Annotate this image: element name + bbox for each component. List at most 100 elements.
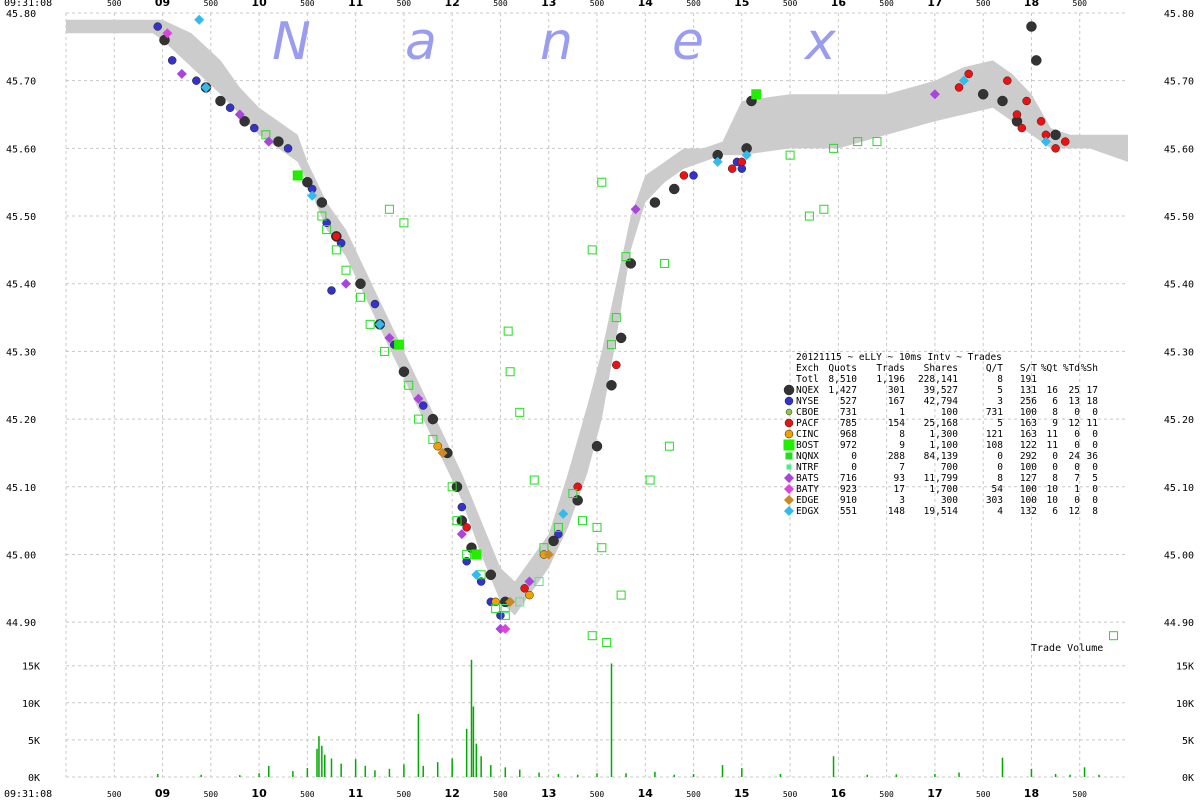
y-tick-label-left: 45.30: [6, 347, 36, 358]
volume-bar: [465, 728, 468, 777]
legend-row-cell: 9: [1052, 418, 1058, 429]
y-tick-label-right: 44.90: [1164, 618, 1194, 629]
legend-row-cell: 8: [997, 473, 1003, 484]
x-hour-label: 16: [831, 787, 847, 800]
volume-bar: [1083, 767, 1086, 777]
trade-mark-nqnx: [872, 137, 882, 147]
legend-row-name: BATS: [796, 473, 819, 484]
trade-mark-pacf: [1003, 76, 1012, 85]
volume-bar: [866, 774, 869, 777]
trade-mark-bats: [234, 109, 245, 120]
legend-row-cell: 0: [1052, 451, 1058, 462]
legend-header-cell: Shares: [924, 363, 958, 374]
trade-mark-pacf: [964, 69, 973, 79]
trade-mark-nqnx: [819, 204, 829, 214]
volume-bar: [490, 765, 492, 777]
trade-mark-pacf: [1022, 96, 1031, 106]
trade-mark-edge: [505, 596, 516, 607]
volume-bar: [480, 756, 482, 777]
legend-row-cell: 968: [840, 429, 857, 440]
x-half-label: 500: [493, 790, 508, 799]
volume-bar: [318, 736, 320, 777]
legend-row-cell: 122: [1020, 440, 1037, 451]
legend-row-cell: 25: [1069, 385, 1080, 396]
legend-row-cell: 731: [986, 407, 1003, 418]
trade-mark-nyse: [457, 502, 467, 512]
volume-bar: [330, 758, 333, 777]
legend-header-cell: Trads: [876, 363, 905, 374]
volume-bar: [422, 765, 424, 777]
trade-mark-pacf: [332, 232, 341, 241]
trade-mark-bats: [176, 68, 187, 79]
trade-mark-bats: [630, 204, 641, 215]
trade-mark-nqnx: [568, 489, 578, 499]
trade-mark-cinc: [433, 441, 442, 451]
trade-mark-nqex: [485, 569, 497, 581]
legend-row-cell: 0: [1074, 495, 1080, 506]
trade-mark-edgx: [958, 75, 969, 86]
legend-row-cell: 6: [1052, 506, 1058, 517]
trade-mark-nqex: [302, 176, 313, 188]
legend-row-name: BOST: [796, 440, 819, 451]
legend-row-cell: 3: [899, 495, 905, 506]
legend-row-cell: 300: [941, 495, 958, 506]
trade-mark-nqnx: [341, 265, 351, 275]
legend-row-cell: 10: [1047, 495, 1059, 506]
legend-header-cell: Exch: [796, 363, 819, 374]
legend-header-cell: %Sh: [1081, 363, 1098, 374]
legend-row-cell: 8: [1052, 407, 1058, 418]
trade-mark-nqnx: [602, 637, 612, 647]
trade-mark-nyse: [225, 103, 235, 113]
trade-mark-nqex: [591, 440, 603, 452]
x-hour-label: 15: [734, 787, 749, 800]
trade-mark-nqnx: [462, 549, 472, 559]
watermark-letter: e: [672, 12, 704, 72]
x-half-label: 500: [590, 0, 605, 8]
legend-row-cell: 11: [1047, 429, 1059, 440]
trade-mark-nqnx: [645, 475, 655, 485]
trade-mark-pacf: [520, 584, 529, 593]
legend-row-cell: 923: [840, 484, 857, 495]
trade-mark-nqnx: [853, 137, 863, 147]
y-tick-label-left: 45.80: [6, 9, 36, 20]
legend-row-cell: 6: [1052, 396, 1058, 407]
trade-mark-nqnx: [1109, 631, 1119, 641]
trade-mark-pacf: [954, 83, 964, 92]
trade-mark-edgx: [558, 508, 569, 519]
trade-mark-nqnx: [597, 543, 607, 553]
trade-mark-nqnx: [587, 245, 597, 255]
trade-mark-baty: [162, 28, 173, 39]
x-half-label: 500: [493, 0, 508, 8]
y-tick-label-left: 45.60: [6, 144, 36, 155]
volume-bar: [1030, 768, 1033, 777]
legend-row-name: CINC: [796, 429, 819, 440]
grid-lines: [65, 12, 1128, 778]
y-tick-label-right: 45.70: [1164, 77, 1194, 88]
legend-row-cell: 131: [1020, 385, 1037, 396]
legend-row-cell: 5: [997, 418, 1003, 429]
trade-mark-pacf: [612, 360, 621, 370]
trade-mark-pacf: [1012, 110, 1022, 119]
trade-mark-nqex: [456, 515, 468, 526]
legend-row-cell: 163: [1020, 418, 1037, 429]
x-half-label: 500: [204, 790, 219, 799]
trade-mark-bats: [929, 89, 940, 100]
volume-bar: [316, 748, 318, 777]
volume-bars: [156, 659, 1100, 777]
trade-mark-nqnx: [587, 631, 597, 641]
trade-mark-nqex: [997, 95, 1008, 107]
trade-mark-nqnx: [785, 150, 795, 160]
legend-title: 20121115 ~ eLLY ~ 10ms Intv ~ Trades: [796, 352, 1002, 363]
trade-mark-nqnx: [447, 482, 457, 492]
trade-mark-nqnx: [491, 604, 501, 614]
x-half-label: 500: [976, 0, 991, 8]
trade-mark-nqex: [239, 116, 250, 127]
trade-mark-nqnx: [355, 292, 365, 302]
legend-row-cell: 12: [1069, 506, 1080, 517]
volume-bar: [306, 768, 309, 777]
legend-row-cell: 0: [1092, 462, 1098, 473]
trade-mark-nqnx: [660, 258, 670, 268]
x-half-label: 500: [686, 790, 701, 799]
legend-total-cell: 191: [1020, 374, 1037, 385]
legend-row-name: EDGE: [796, 495, 819, 506]
